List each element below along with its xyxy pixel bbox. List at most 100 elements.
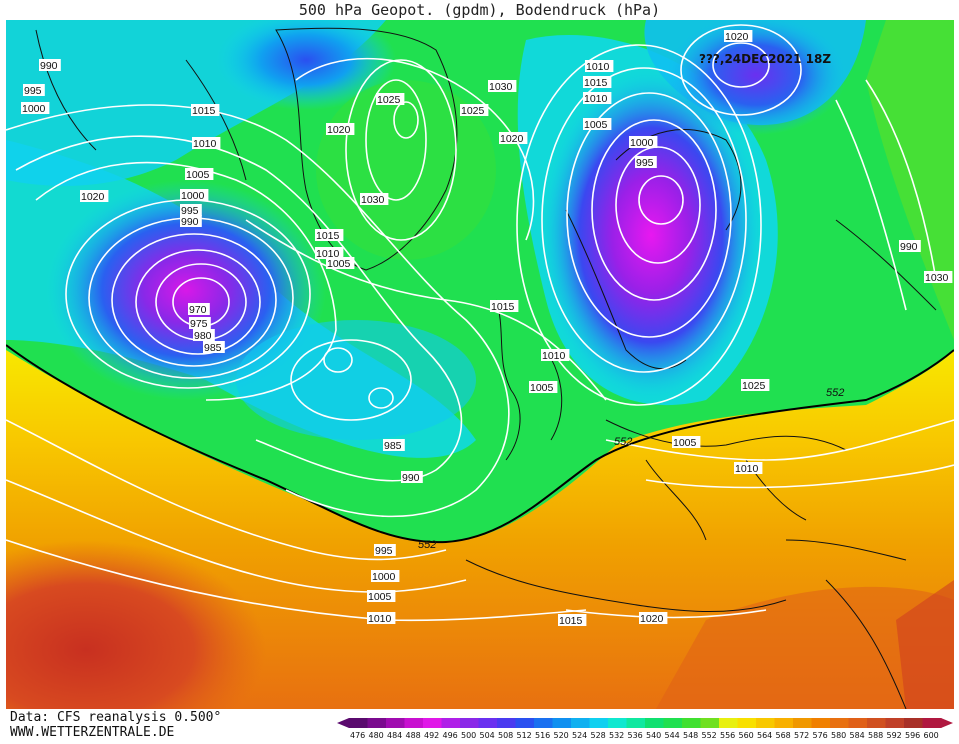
isobar-label-text: 1010 [193,138,217,150]
isobar-label: 990 [180,215,202,228]
legend-swatch [663,718,683,728]
isobar-label-box [583,92,612,104]
isobar-label-text: 1005 [584,119,608,131]
isobar-label-text: 995 [375,545,393,557]
isobar-label: 1030 [360,193,389,206]
isobar-label: 1005 [367,590,396,603]
isobar-label: 995 [635,156,657,169]
legend-tick-label: 508 [498,731,513,740]
isobar-label: 1015 [583,76,612,89]
isobar-label: 1020 [639,612,668,625]
legend-swatch [404,718,424,728]
isobar-label: 1010 [541,349,570,362]
isobar-label-box [460,104,489,116]
isobar-label-box [192,137,221,149]
legend-tick-label: 504 [480,731,495,740]
legend-swatch [589,718,609,728]
contour-552-label: 552 [614,436,632,448]
legend-tick-label: 484 [387,731,402,740]
isobar-label-text: 1000 [372,571,396,583]
isobar-label-text: 1030 [925,272,949,284]
legend-tick-label: 536 [628,731,643,740]
isobar-label-text: 1015 [584,77,608,89]
legend-swatch [811,718,831,728]
isobar-label-box [80,190,109,202]
isobar-label: 1015 [315,229,344,242]
isobar-label-box [585,60,614,72]
isobar-label-text: 990 [402,472,420,484]
legend-tick-label: 600 [924,731,939,740]
legend-swatch [478,718,498,728]
isobar-label: 990 [401,471,423,484]
isobar-label-box [724,30,753,42]
isobar-label-text: 1025 [742,380,766,392]
isobar-label: 1030 [924,271,953,284]
isobar-label-box [326,257,355,269]
isobar-label-box [499,132,528,144]
isobar-label-box [360,193,389,205]
isobar-label: 1015 [558,614,587,627]
isobar-label: 1005 [583,118,612,131]
isobar-label-box [583,118,612,130]
isobar-label-box [315,229,344,241]
legend-swatch [774,718,794,728]
isobar-label-box [924,271,953,283]
legend-swatch [867,718,886,728]
isobar-label-box [180,215,202,227]
northeast-low [666,20,846,135]
legend-tick-label: 588 [868,731,883,740]
legend-tick-label: 592 [887,731,902,740]
isobar-label-box [541,349,570,361]
isobar-label-text: 995 [181,205,199,217]
isobar-label: 1025 [741,379,770,392]
color-scale-legend: 476 480 484 488 492 496 500 504 508 512 516 520 524 5… [335,712,956,740]
legend-tick-label: 540 [646,731,661,740]
isobar-label-box [326,123,355,135]
legend-tick-label: 572 [794,731,809,740]
isobar-label: 1020 [724,30,753,43]
isobar-label: 1000 [21,102,50,115]
isobar-label: 1025 [460,104,489,117]
isobar-label: 985 [203,341,225,354]
legend-swatch [571,718,590,728]
isobar-label-box [383,439,405,451]
greenland-ridge [316,80,496,260]
legend-arrow-right [941,718,953,728]
legend-tick-label: 560 [739,731,754,740]
isobar-label: 1010 [367,612,396,625]
legend-tick-label: 564 [757,731,772,740]
legend-swatch [441,718,461,728]
legend-tick-label: 476 [350,731,365,740]
isobar-label-box [367,612,396,624]
northwest-low [216,20,396,110]
legend-tick-label: 576 [813,731,828,740]
isobar-label-text: 990 [40,60,58,72]
legend-swatch [737,718,757,728]
contour-552-label: 552 [418,539,436,551]
legend-swatch [719,718,738,728]
isobar-label: 985 [383,439,405,452]
data-source-label: Data: CFS reanalysis 0.500° [10,710,222,725]
legend-tick-label: 496 [443,731,458,740]
isobar-label-text: 1005 [530,382,554,394]
isobar-label: 1000 [180,189,209,202]
legend-swatch [608,718,627,728]
isobar-label-box [529,381,558,393]
isobar-label-box [672,436,701,448]
legend-swatch [904,718,923,728]
isobar-label-text: 1005 [368,591,392,603]
isobar-label-text: 1020 [327,124,351,136]
isobar-label-text: 1010 [735,463,759,475]
isobar-label-text: 1020 [500,133,524,145]
legend-swatch [885,718,905,728]
legend-tick-label: 532 [609,731,624,740]
isobar-label-box [188,303,210,315]
isobar-label-text: 1010 [368,613,392,625]
isobar-label-box [191,104,220,116]
isobar-label: 1010 [192,137,221,150]
legend-tick-label: 524 [572,731,587,740]
legend-swatch [682,718,701,728]
isobar-label-text: 1015 [316,230,340,242]
legend-swatch [645,718,664,728]
